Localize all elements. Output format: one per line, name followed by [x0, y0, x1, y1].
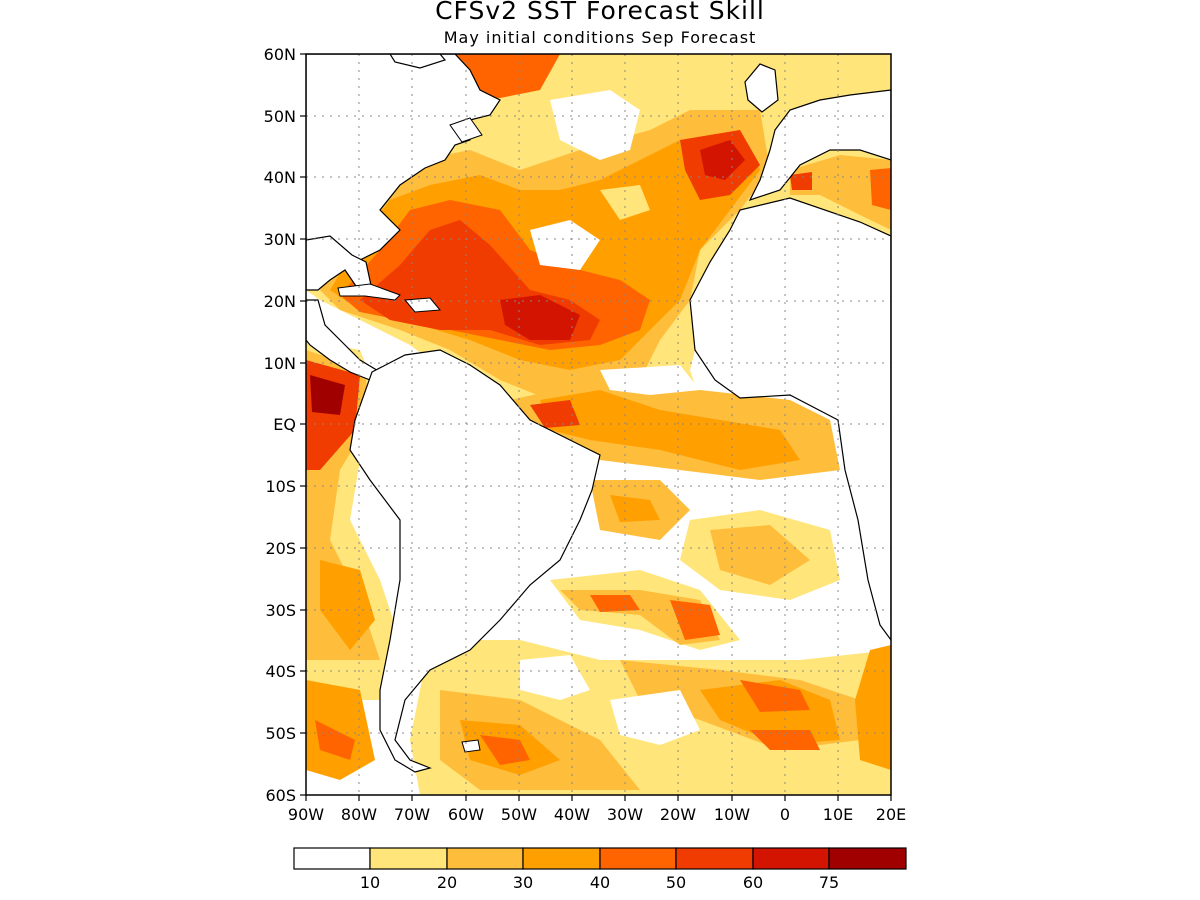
europe-land — [748, 89, 891, 202]
cuba-land — [337, 283, 401, 301]
newfoundland-land — [449, 117, 483, 143]
lat-label: 40N — [264, 168, 296, 187]
lon-label: 30W — [607, 805, 643, 824]
lon-label: 10W — [714, 805, 750, 824]
axis-ticks — [300, 53, 892, 801]
lat-label: 10S — [265, 477, 296, 496]
colorbar-swatch — [599, 847, 677, 870]
falklands-land — [461, 739, 481, 753]
africa-land — [689, 197, 891, 642]
page-subtitle: May initial conditions Sep Forecast — [443, 28, 757, 47]
colorbar-label: 30 — [513, 873, 533, 892]
lon-label: 20W — [660, 805, 696, 824]
colorbar-swatch — [293, 847, 371, 870]
page-title: CFSv2 SST Forecast Skill — [435, 0, 765, 25]
colorbar-label: 20 — [437, 873, 457, 892]
hispaniola-land — [403, 297, 442, 313]
lat-label: 30S — [265, 601, 296, 620]
lon-label: 70W — [394, 805, 430, 824]
lat-label: EQ — [273, 415, 296, 434]
graticule — [306, 54, 891, 795]
lon-label: 10E — [823, 805, 853, 824]
lat-label: 20N — [264, 292, 296, 311]
colorbar-swatch — [369, 847, 448, 870]
colorbar-swatch — [675, 847, 754, 870]
lon-label: 50W — [501, 805, 537, 824]
lat-label: 50S — [265, 724, 296, 743]
colorbar-swatch — [446, 847, 524, 870]
colorbar-label: 60 — [743, 873, 763, 892]
lat-label: 40S — [265, 662, 296, 681]
lat-label: 20S — [265, 539, 296, 558]
colorbar-label: 40 — [590, 873, 610, 892]
colorbar-swatch — [752, 847, 830, 870]
colorbar-swatch — [522, 847, 601, 870]
colorbar-label: 50 — [666, 873, 686, 892]
lat-label: 60N — [264, 45, 296, 64]
colorbar-label: 10 — [360, 873, 380, 892]
lon-label: 40W — [554, 805, 590, 824]
lon-label: 20E — [876, 805, 906, 824]
british-isles-land — [744, 63, 779, 113]
lat-label: 60S — [265, 786, 296, 805]
lon-label: 60W — [448, 805, 484, 824]
greenland-tip-land — [389, 54, 447, 69]
lat-label: 50N — [264, 107, 296, 126]
colorbar-swatch — [828, 847, 907, 870]
colorbar-label: 75 — [819, 873, 839, 892]
lon-label: 0 — [780, 805, 790, 824]
lon-label: 80W — [341, 805, 377, 824]
lat-label: 10N — [264, 354, 296, 373]
lon-label: 90W — [288, 805, 324, 824]
lat-label: 30N — [264, 230, 296, 249]
colorbar: 10 20 30 40 50 60 75 — [293, 847, 907, 892]
